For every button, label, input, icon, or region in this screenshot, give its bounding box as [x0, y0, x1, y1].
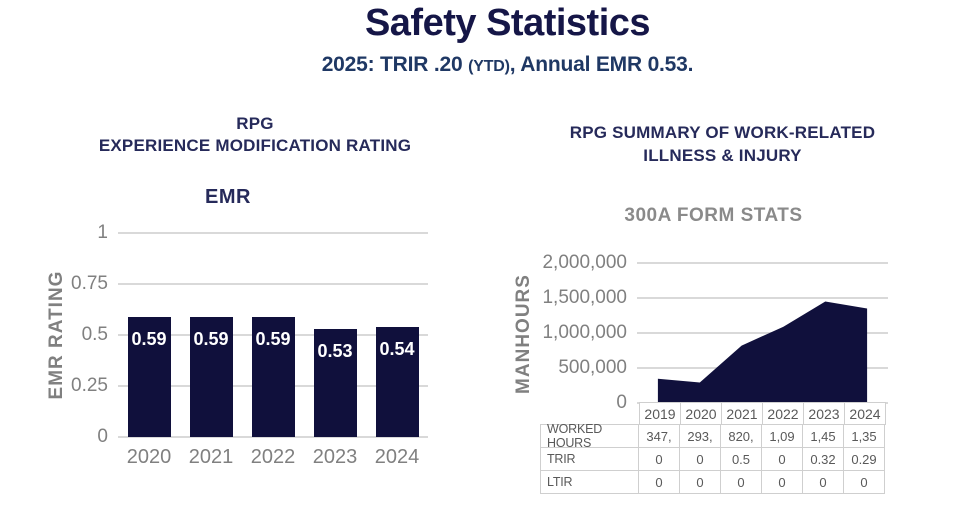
emr-bar-2021: 0.59: [189, 316, 233, 437]
x-tick-label: 2021: [188, 446, 234, 468]
page-title: Safety Statistics: [364, 2, 651, 44]
table-header-row: 2019 2020 2021 2022 2023 2024: [540, 402, 886, 425]
emr-chart-title: EMR: [205, 186, 251, 208]
table-row: WORKED HOURS 347, 293, 820, 1,09 1,45 1,35: [540, 422, 886, 450]
emr-panel-title: RPG EXPERIENCE MODIFICATION RATING: [40, 113, 470, 157]
table-col-header: 2024: [844, 402, 886, 425]
y-tick-label: 0.75: [71, 273, 108, 294]
gridline: [637, 297, 888, 299]
x-tick-label: 2022: [250, 446, 296, 468]
x-tick-label: 2020: [126, 446, 172, 468]
y-tick-label: 0: [97, 426, 108, 447]
emr-panel-title-line1: RPG: [236, 114, 274, 133]
page-subtitle: 2025: TRIR .20 (YTD), Annual EMR 0.53.: [58, 53, 957, 77]
table-cell: 0.29: [843, 447, 885, 471]
x-tick-label: 2023: [312, 446, 358, 468]
page-header: Safety Statistics 2025: TRIR .20 (YTD), …: [0, 0, 957, 77]
manhours-area-shape: [657, 301, 868, 403]
subtitle-before: 2025: TRIR .20: [321, 53, 469, 76]
table-cell: 0: [843, 470, 885, 494]
bar-value-label: 0.59: [131, 328, 167, 349]
injury-panel-title-line2: ILLNESS & INJURY: [643, 146, 802, 165]
table-cell: 1,35: [843, 424, 885, 448]
gridline: [118, 436, 428, 438]
table-cell: 0: [638, 447, 680, 471]
gridline: [637, 332, 888, 334]
table-cell: 0.32: [802, 447, 844, 471]
y-tick-label: 500,000: [558, 357, 627, 378]
y-tick-label: 1,000,000: [542, 322, 627, 343]
x-tick-label: 2024: [374, 446, 420, 468]
emr-panel-title-line2: EXPERIENCE MODIFICATION RATING: [98, 136, 412, 155]
300a-form-stats-title: 300A FORM STATS: [624, 205, 803, 226]
bar-value-label: 0.53: [317, 340, 353, 361]
table-col-header: 2020: [680, 402, 722, 425]
gridline: [118, 232, 428, 234]
emr-bar-2020: 0.59: [127, 316, 171, 437]
y-tick-label: 0.25: [71, 375, 108, 396]
table-cell: 0: [679, 470, 721, 494]
table-cell: 0: [679, 447, 721, 471]
table-col-header: 2022: [762, 402, 804, 425]
table-row: LTIR 0 0 0 0 0 0: [540, 470, 886, 494]
emr-bar-chart: 0 0.25 0.5 0.75 1 0.59 2020 0.59 2021 0.59 2022 0.5…: [71, 222, 428, 468]
table-cell: 0.5: [720, 447, 762, 471]
table-row: TRIR 0 0 0.5 0 0.32 0.29: [540, 447, 886, 471]
injury-panel-title: RPG SUMMARY OF WORK-RELATED ILLNESS & IN…: [555, 121, 890, 167]
manhours-area-chart: 0 500,000 1,000,000 1,500,000 2,000,000: [542, 252, 888, 413]
table-row-header: WORKED HOURS: [540, 422, 639, 450]
table-row-header: LTIR: [540, 470, 639, 494]
table-cell: 1,45: [802, 424, 844, 448]
gridline: [118, 283, 428, 285]
bar-value-label: 0.59: [255, 328, 291, 349]
manhours-area: [657, 301, 868, 403]
y-tick-label: 1: [97, 222, 108, 243]
table-cell: 347,: [638, 424, 680, 448]
bar-value-label: 0.54: [379, 338, 415, 359]
y-tick-label: 2,000,000: [542, 252, 627, 273]
table-cell: 0: [761, 447, 803, 471]
table-cell: 0: [761, 470, 803, 494]
y-tick-label: 0: [616, 392, 627, 413]
table-cell: 0: [802, 470, 844, 494]
y-tick-label: 0.5: [81, 324, 108, 345]
bar-value-label: 0.59: [193, 328, 229, 349]
emr-bar-2023: 0.53: [313, 328, 357, 437]
subtitle-ytd: (YTD): [468, 58, 510, 75]
table-col-header: 2021: [721, 402, 763, 425]
table-col-header: 2023: [803, 402, 845, 425]
table-cell: 293,: [679, 424, 721, 448]
emr-bar-2024: 0.54: [375, 326, 419, 437]
table-cell: 1,09: [761, 424, 803, 448]
table-row-header: TRIR: [540, 447, 639, 471]
table-cell: 0: [638, 470, 680, 494]
300a-stats-table: 2019 2020 2021 2022 2023 2024 WORKED HOURS 347,…: [540, 402, 886, 494]
emr-bar-2022: 0.59: [251, 316, 295, 437]
table-cell: 0: [720, 470, 762, 494]
table-cell: 820,: [720, 424, 762, 448]
y-tick-label: 1,500,000: [542, 287, 627, 308]
subtitle-after: , Annual EMR 0.53.: [509, 53, 694, 76]
injury-panel-title-line1: RPG SUMMARY OF WORK-RELATED: [569, 123, 876, 142]
table-col-header: 2019: [639, 402, 681, 425]
gridline: [637, 262, 888, 264]
